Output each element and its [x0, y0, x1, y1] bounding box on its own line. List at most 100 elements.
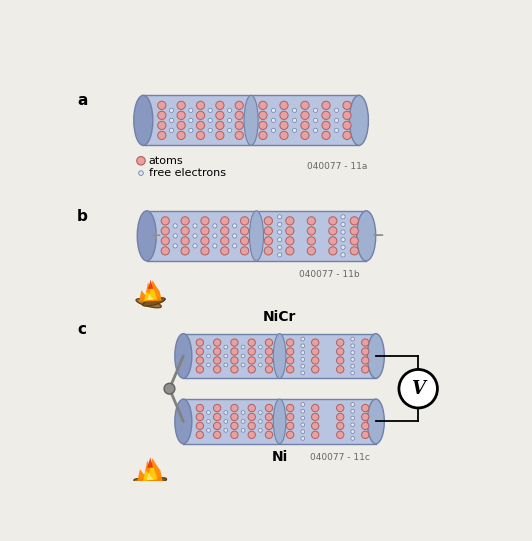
Circle shape — [362, 357, 369, 364]
Circle shape — [221, 217, 229, 225]
Ellipse shape — [137, 211, 156, 261]
Circle shape — [287, 339, 294, 346]
Circle shape — [329, 217, 337, 225]
Circle shape — [341, 237, 345, 242]
Circle shape — [280, 101, 288, 109]
Circle shape — [287, 431, 294, 439]
Circle shape — [351, 410, 354, 413]
Circle shape — [293, 108, 296, 113]
Circle shape — [264, 247, 272, 255]
Circle shape — [271, 108, 276, 113]
Circle shape — [312, 431, 319, 439]
Circle shape — [157, 131, 166, 140]
Circle shape — [351, 337, 354, 341]
Circle shape — [189, 128, 193, 133]
Circle shape — [231, 413, 238, 420]
Circle shape — [337, 339, 344, 346]
Polygon shape — [148, 280, 153, 289]
Circle shape — [206, 428, 210, 432]
Circle shape — [265, 339, 273, 346]
Circle shape — [213, 366, 221, 373]
Circle shape — [278, 237, 282, 242]
Circle shape — [350, 237, 359, 245]
Circle shape — [301, 351, 305, 354]
Circle shape — [196, 101, 205, 109]
Circle shape — [208, 128, 212, 133]
Circle shape — [278, 245, 282, 249]
Circle shape — [213, 413, 221, 420]
Circle shape — [351, 416, 354, 420]
Circle shape — [259, 345, 262, 349]
Bar — [184, 399, 376, 444]
Circle shape — [164, 384, 175, 394]
Circle shape — [224, 411, 228, 414]
Circle shape — [235, 131, 243, 140]
Text: b: b — [77, 208, 88, 223]
Circle shape — [213, 244, 217, 248]
Circle shape — [216, 101, 224, 109]
Circle shape — [265, 366, 273, 373]
Circle shape — [177, 121, 185, 129]
Circle shape — [221, 247, 229, 255]
Circle shape — [224, 420, 228, 423]
Circle shape — [337, 413, 344, 420]
Circle shape — [231, 339, 238, 346]
Circle shape — [248, 357, 255, 364]
Circle shape — [196, 366, 204, 373]
Circle shape — [301, 416, 305, 420]
Circle shape — [201, 247, 209, 255]
Circle shape — [241, 354, 245, 358]
Circle shape — [248, 431, 255, 439]
Circle shape — [216, 111, 224, 120]
Circle shape — [307, 237, 315, 245]
Circle shape — [313, 128, 318, 133]
Circle shape — [301, 371, 305, 375]
Circle shape — [206, 411, 210, 414]
Circle shape — [265, 431, 273, 439]
Text: c: c — [77, 322, 86, 337]
Circle shape — [287, 413, 294, 420]
Circle shape — [157, 121, 166, 129]
Circle shape — [301, 337, 305, 341]
Text: +: + — [151, 229, 162, 242]
Circle shape — [264, 217, 272, 225]
Circle shape — [224, 354, 228, 358]
Circle shape — [241, 345, 245, 349]
Circle shape — [362, 422, 369, 430]
Circle shape — [312, 357, 319, 364]
Circle shape — [248, 348, 255, 355]
Circle shape — [351, 371, 354, 375]
Circle shape — [241, 420, 245, 423]
Circle shape — [181, 227, 189, 235]
Bar — [147, 211, 366, 261]
Circle shape — [248, 404, 255, 412]
Circle shape — [350, 247, 359, 255]
Circle shape — [235, 111, 243, 120]
Circle shape — [216, 131, 224, 140]
Circle shape — [278, 253, 282, 257]
Circle shape — [351, 430, 354, 433]
Ellipse shape — [350, 95, 368, 146]
Circle shape — [322, 121, 330, 129]
Circle shape — [259, 411, 262, 414]
Circle shape — [312, 413, 319, 420]
Circle shape — [213, 357, 221, 364]
Circle shape — [189, 118, 193, 122]
Ellipse shape — [136, 299, 161, 308]
Circle shape — [329, 247, 337, 255]
Circle shape — [343, 131, 351, 140]
Circle shape — [231, 348, 238, 355]
Circle shape — [139, 171, 143, 175]
Circle shape — [335, 108, 339, 113]
Polygon shape — [144, 285, 157, 301]
Circle shape — [248, 366, 255, 373]
Circle shape — [228, 108, 231, 113]
Circle shape — [265, 348, 273, 355]
Text: −: − — [371, 228, 384, 243]
Circle shape — [280, 121, 288, 129]
Circle shape — [196, 131, 205, 140]
Circle shape — [231, 422, 238, 430]
Circle shape — [322, 111, 330, 120]
Circle shape — [351, 351, 354, 354]
Circle shape — [301, 430, 305, 433]
